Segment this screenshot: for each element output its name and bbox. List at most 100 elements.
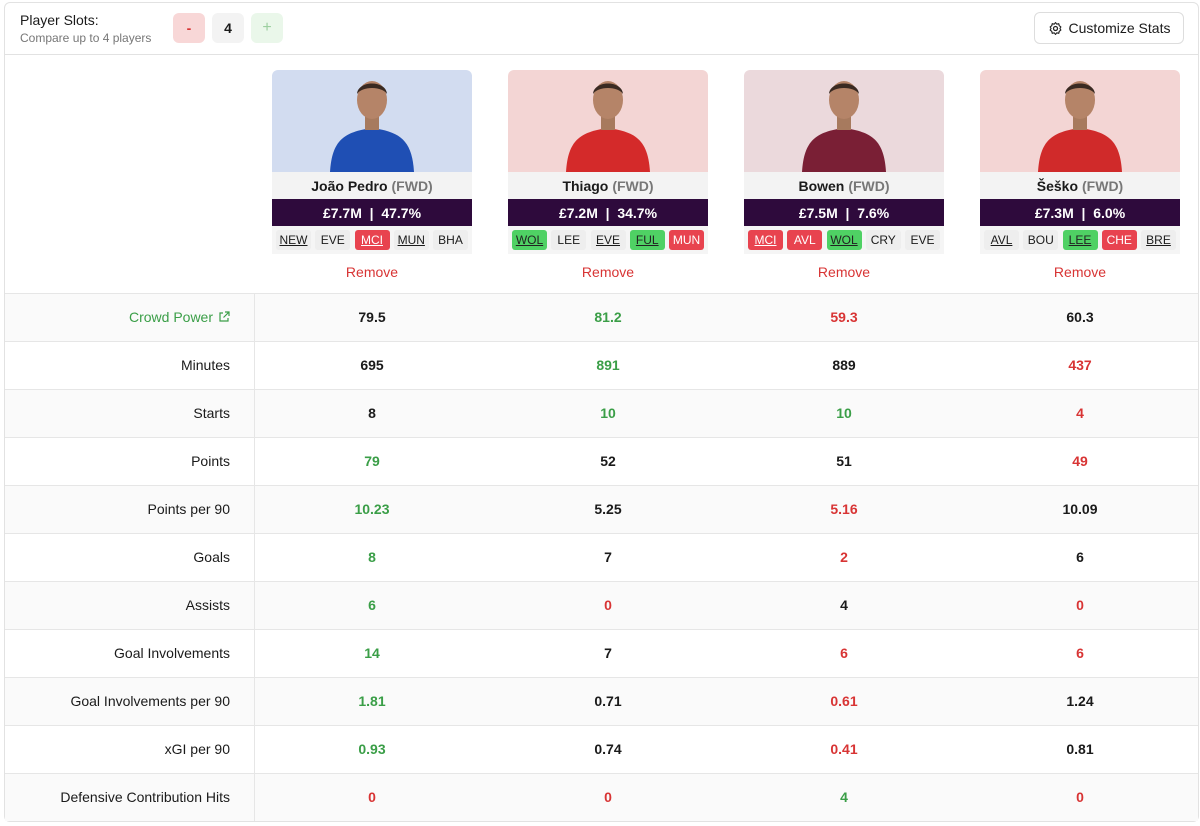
plus-button[interactable]: + (251, 13, 283, 43)
customize-label: Customize Stats (1068, 20, 1171, 36)
fixture-strip: MCI AVL WOL CRY EVE (744, 226, 944, 254)
stat-value: 79 (364, 453, 380, 469)
stat-value: 10.09 (1062, 501, 1098, 517)
stat-value: 10 (836, 405, 852, 421)
stat-value: 1.81 (358, 693, 386, 709)
slots-hint: Compare up to 4 players (20, 31, 152, 45)
stat-label[interactable]: Crowd Power (5, 293, 230, 341)
fixture: LEE (551, 230, 587, 250)
stat-value: 4 (840, 597, 848, 613)
player-silhouette (802, 81, 886, 172)
header-divider (5, 54, 1198, 55)
stat-label-text: Minutes (180, 357, 230, 373)
stat-label-text: Goal Involvements per 90 (70, 693, 230, 709)
player-silhouette (1038, 81, 1122, 172)
stat-row (5, 629, 1198, 677)
stat-value: 0 (1076, 789, 1084, 805)
stat-value: 6 (368, 597, 376, 613)
stat-value: 7 (604, 645, 612, 661)
player-name-row: João Pedro (FWD) (272, 172, 472, 199)
stat-value: 10 (600, 405, 616, 421)
stat-label: Defensive Contribution Hits (5, 773, 230, 821)
customize-button[interactable]: Customize Stats (1034, 12, 1184, 44)
label-divider (254, 437, 255, 485)
stat-row (5, 389, 1198, 437)
remove-button[interactable]: Remove (817, 264, 871, 280)
fixture: BOU (1023, 230, 1059, 250)
label-divider (254, 293, 255, 341)
stat-row (5, 725, 1198, 773)
fixture: MCI (354, 230, 390, 250)
player-photo (980, 70, 1180, 172)
fixture-strip: NEW EVE MCI MUN BHA (272, 226, 472, 254)
player-price: £7.3M | 6.0% (980, 199, 1180, 226)
stat-value: 49 (1072, 453, 1088, 469)
fixture: BHA (433, 230, 468, 250)
stat-value: 1.24 (1066, 693, 1094, 709)
player-name-row: Thiago (FWD) (508, 172, 708, 199)
fixture: AVL (787, 230, 823, 250)
stat-value: 59.3 (830, 309, 858, 325)
stat-row (5, 293, 1198, 341)
label-divider (254, 581, 255, 629)
stat-label: Points (5, 437, 230, 485)
stat-value: 6 (1076, 645, 1084, 661)
fixture: WOL (512, 230, 547, 250)
minus-button[interactable]: - (173, 13, 205, 43)
player-position: (FWD) (1082, 177, 1124, 194)
stat-row (5, 437, 1198, 485)
fixture: LEE (1062, 230, 1098, 250)
player-price: £7.5M | 7.6% (744, 199, 944, 226)
stat-value: 14 (364, 645, 380, 661)
slot-count: 4 (212, 13, 244, 43)
remove-button[interactable]: Remove (581, 264, 635, 280)
stat-value: 0.61 (830, 693, 858, 709)
external-link-icon (219, 311, 230, 322)
label-divider (254, 389, 255, 437)
stat-value: 81.2 (594, 309, 622, 325)
player-position: (FWD) (391, 177, 433, 194)
stat-label: Goal Involvements (5, 629, 230, 677)
stat-value: 0.81 (1066, 741, 1094, 757)
stat-value: 0.74 (594, 741, 622, 757)
player-name: Thiago (562, 177, 609, 194)
stat-value: 0 (604, 789, 612, 805)
remove-button[interactable]: Remove (345, 264, 399, 280)
remove-button[interactable]: Remove (1053, 264, 1107, 280)
stat-value: 0.71 (594, 693, 622, 709)
label-divider (254, 485, 255, 533)
stat-value: 437 (1068, 357, 1092, 373)
player-name: Šeško (1036, 177, 1079, 194)
label-divider (254, 629, 255, 677)
stat-value: 5.16 (830, 501, 858, 517)
stat-value: 0 (1076, 597, 1084, 613)
stat-value: 4 (840, 789, 848, 805)
fixture: FUL (629, 230, 665, 250)
stat-value: 8 (368, 549, 376, 565)
fixture-strip: WOL LEE EVE FUL MUN (508, 226, 708, 254)
fixture: EVE (905, 230, 940, 250)
stat-value: 0.41 (830, 741, 858, 757)
player-silhouette (330, 81, 414, 172)
slots-label: Player Slots: (20, 12, 99, 28)
fixture: BRE (1141, 230, 1176, 250)
fixture: EVE (315, 230, 351, 250)
label-divider (254, 725, 255, 773)
stat-value: 7 (604, 549, 612, 565)
fixture: CRY (865, 230, 901, 250)
label-divider (254, 677, 255, 725)
stat-row (5, 485, 1198, 533)
stat-value: 0.93 (358, 741, 386, 757)
stat-label-text: Defensive Contribution Hits (60, 789, 230, 805)
stat-value: 8 (368, 405, 376, 421)
stat-label: Assists (5, 581, 230, 629)
stat-label: Points per 90 (5, 485, 231, 533)
player-name: João Pedro (311, 177, 388, 194)
stat-value: 52 (600, 453, 616, 469)
fixture: CHE (1101, 230, 1137, 250)
fixture: MUN (393, 230, 429, 250)
stat-row (5, 773, 1198, 821)
player-name-row: Bowen (FWD) (744, 172, 944, 199)
stat-value: 0 (604, 597, 612, 613)
